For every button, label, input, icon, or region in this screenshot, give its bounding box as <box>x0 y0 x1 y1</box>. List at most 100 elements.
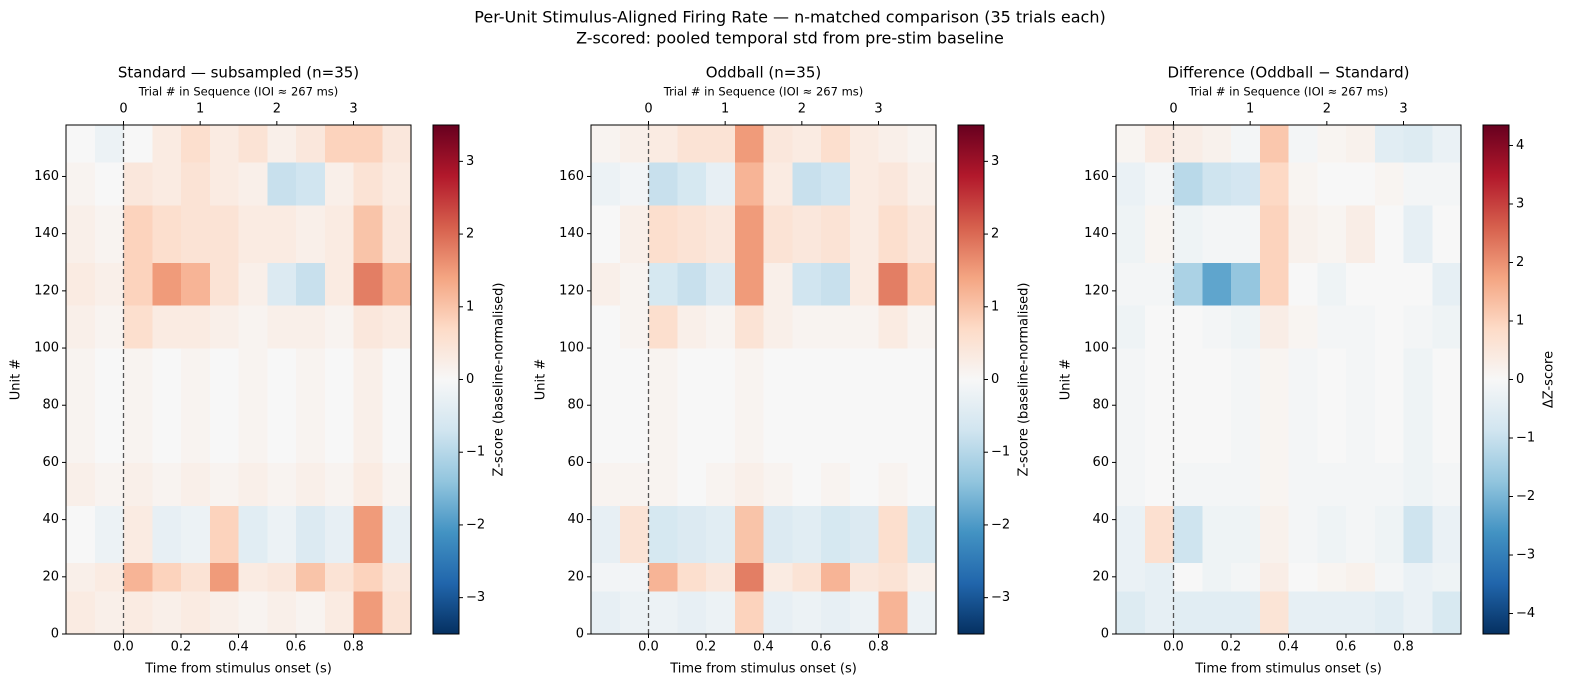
heatmap-cell <box>209 262 239 306</box>
heatmap-cell <box>296 262 326 306</box>
heatmap-cell <box>1432 562 1462 592</box>
heatmap-cell <box>324 348 354 463</box>
heatmap-cell <box>619 262 649 306</box>
y-tick-label: 20 <box>42 569 59 584</box>
heatmap-cell <box>849 205 879 263</box>
heatmap-cell <box>1288 205 1318 263</box>
heatmap-cell <box>66 162 96 206</box>
heatmap-cell <box>706 262 736 306</box>
heatmap-cell <box>1173 125 1203 163</box>
heatmap-cell <box>1374 305 1404 349</box>
heatmap-cell <box>734 162 764 206</box>
heatmap-cell <box>1403 505 1433 564</box>
heatmap-cell <box>181 505 211 564</box>
y-tick-label: 60 <box>567 455 584 470</box>
heatmap-cell <box>94 505 124 564</box>
heatmap-cell <box>353 162 383 206</box>
top-axis-label: Trial # in Sequence (IOI ≈ 267 ms) <box>138 85 339 99</box>
heatmap-cell <box>353 591 383 635</box>
heatmap-cell <box>66 305 96 349</box>
colorbar-tick-label: −1 <box>1516 431 1535 446</box>
heatmap-cell <box>296 505 326 564</box>
heatmap-cell <box>907 462 937 506</box>
heatmap-cell <box>907 305 937 349</box>
heatmap-cell <box>152 505 182 564</box>
top-tick-label: 1 <box>196 102 204 117</box>
heatmap-cell <box>66 125 96 163</box>
heatmap-cell <box>706 205 736 263</box>
heatmap-cell <box>792 305 822 349</box>
heatmap-cell <box>1259 305 1289 349</box>
colorbar-tick-label: −4 <box>1516 606 1535 621</box>
heatmap-cell <box>94 305 124 349</box>
heatmap-cell <box>1403 262 1433 306</box>
heatmap-cell <box>296 562 326 592</box>
heatmap-cell <box>677 205 707 263</box>
heatmap-cell <box>1202 205 1232 263</box>
heatmap-cell <box>382 262 412 306</box>
heatmap-cell <box>123 348 153 463</box>
heatmap-cell <box>123 305 153 349</box>
heatmap-cell <box>1346 262 1376 306</box>
heatmap-cell <box>648 205 678 263</box>
heatmap-cell <box>238 348 268 463</box>
heatmap-cell <box>619 462 649 506</box>
heatmap-cell <box>123 462 153 506</box>
y-tick-label: 0 <box>576 627 584 642</box>
y-tick-label: 80 <box>1092 398 1109 413</box>
y-tick-label: 20 <box>1092 569 1109 584</box>
heatmap-cell <box>792 505 822 564</box>
heatmap-cell <box>763 162 793 206</box>
heatmap-cell <box>619 125 649 163</box>
heatmap-cell <box>1173 348 1203 463</box>
heatmap-cell <box>1346 348 1376 463</box>
heatmap-cell <box>152 591 182 635</box>
heatmap-cell <box>878 462 908 506</box>
heatmap-cell <box>94 262 124 306</box>
heatmap-cell <box>1259 562 1289 592</box>
y-tick-label: 40 <box>42 512 59 527</box>
colorbar-tick-label: 2 <box>466 227 474 242</box>
heatmap-cell <box>66 505 96 564</box>
y-tick-label: 160 <box>34 169 59 184</box>
heatmap-cell <box>1403 591 1433 635</box>
heatmap-cell <box>1403 562 1433 592</box>
colorbar <box>432 124 460 635</box>
heatmap-cell <box>181 262 211 306</box>
heatmap-cell <box>1346 462 1376 506</box>
heatmap-cell <box>1144 205 1174 263</box>
heatmap-cell <box>907 125 937 163</box>
heatmap-cell <box>1173 591 1203 635</box>
heatmap-cell <box>1116 205 1146 263</box>
colorbar-tick-label: −3 <box>991 590 1010 605</box>
heatmap-cell <box>1403 205 1433 263</box>
colorbar-tick-label: −1 <box>991 445 1010 460</box>
heatmap-cell <box>1144 562 1174 592</box>
heatmap-cell <box>1173 562 1203 592</box>
heatmap-cell <box>878 205 908 263</box>
heatmap-cell <box>382 348 412 463</box>
heatmap-cell <box>94 205 124 263</box>
heatmap-cell <box>792 348 822 463</box>
heatmap-cell <box>734 305 764 349</box>
heatmap-cell <box>734 205 764 263</box>
heatmap-cell <box>648 562 678 592</box>
heatmap-cell <box>1231 562 1261 592</box>
heatmap-cell <box>849 562 879 592</box>
heatmap-cell <box>1259 262 1289 306</box>
colorbar-tick-label: −2 <box>991 517 1010 532</box>
heatmap-cell <box>648 505 678 564</box>
heatmap-cell <box>763 591 793 635</box>
heatmap-cell <box>1202 562 1232 592</box>
heatmap-cell <box>94 562 124 592</box>
heatmap-cell <box>382 562 412 592</box>
y-tick-label: 60 <box>42 455 59 470</box>
heatmap-cell <box>792 125 822 163</box>
heatmap-cell <box>1374 348 1404 463</box>
heatmap-cell <box>677 125 707 163</box>
heatmap-cell <box>1403 348 1433 463</box>
heatmap-cell <box>296 591 326 635</box>
heatmap-cell <box>267 262 297 306</box>
heatmap-cell <box>1202 125 1232 163</box>
heatmap-cell <box>1346 162 1376 206</box>
